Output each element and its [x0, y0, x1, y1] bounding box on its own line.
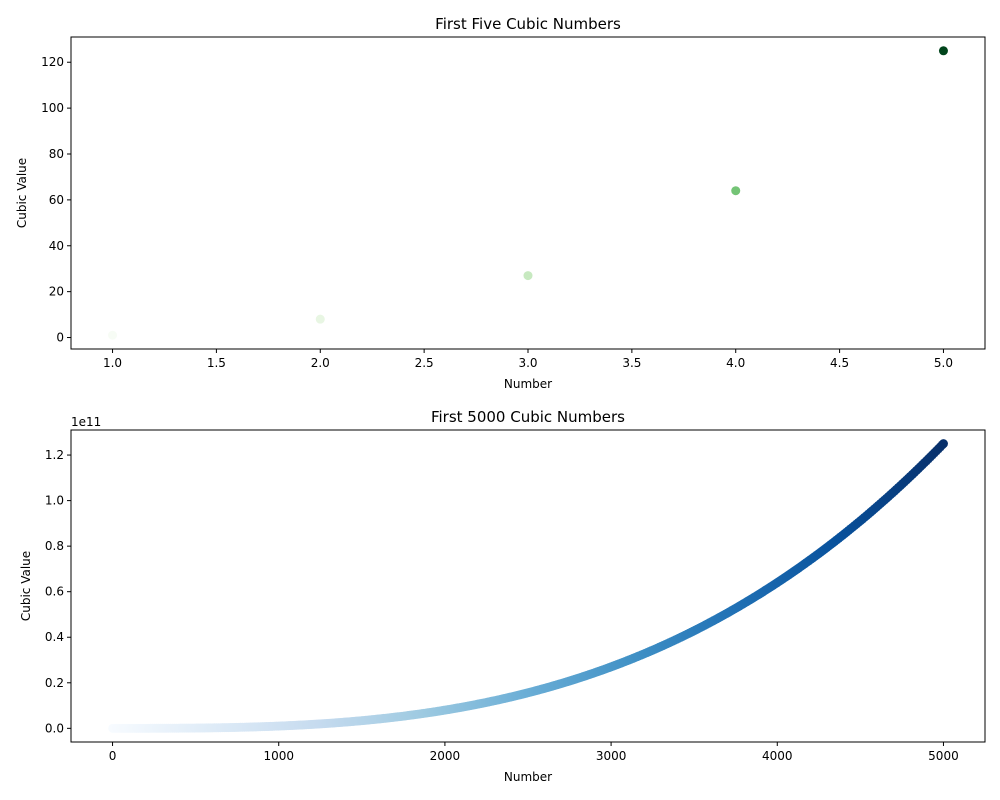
top-y-axis-label: Cubic Value	[15, 158, 29, 228]
bottom-scatter-point	[938, 439, 948, 449]
top-x-axis-ticks: 1.0 1.5 2.0 2.5 3.0 3.5 4.0 4.5 5.0	[103, 349, 953, 370]
top-chart-title: First Five Cubic Numbers	[435, 15, 621, 33]
bottom-y-axis-ticks: 0.0 0.2 0.4 0.6 0.8 1.0 1.2	[45, 448, 71, 735]
top-y-tick-label: 0	[56, 331, 64, 345]
top-y-tick-label: 60	[49, 193, 64, 207]
top-y-tick-label: 40	[49, 239, 64, 253]
bottom-y-offset-label: 1e11	[71, 415, 101, 429]
top-y-tick-label: 100	[41, 101, 64, 115]
bottom-x-tick-label: 3000	[596, 749, 627, 763]
top-x-tick-label: 4.0	[726, 356, 745, 370]
top-x-tick-label: 2.0	[311, 356, 330, 370]
bottom-y-tick-label: 0.2	[45, 676, 64, 690]
bottom-x-tick-label: 2000	[430, 749, 461, 763]
bottom-chart-title: First 5000 Cubic Numbers	[431, 408, 625, 426]
bottom-x-tick-label: 0	[109, 749, 117, 763]
bottom-scatter-points	[108, 439, 948, 733]
bottom-y-tick-label: 0.6	[45, 585, 64, 599]
top-scatter-point	[315, 314, 325, 324]
subplot-bottom: First 5000 Cubic Numbers 1e11 0 1000 2000 3…	[19, 408, 986, 784]
bottom-y-tick-label: 1.2	[45, 448, 64, 462]
top-y-tick-label: 120	[41, 55, 64, 69]
bottom-plot-frame	[70, 429, 986, 743]
top-x-axis-label: Number	[504, 377, 552, 391]
bottom-y-tick-label: 1.0	[45, 494, 64, 508]
subplot-top: First Five Cubic Numbers 1.0 1.5 2.0 2.5 3.0…	[15, 15, 986, 391]
top-scatter-point	[108, 330, 118, 340]
top-x-tick-label: 1.5	[207, 356, 226, 370]
bottom-x-tick-label: 5000	[928, 749, 959, 763]
bottom-x-tick-label: 4000	[762, 749, 793, 763]
bottom-x-tick-label: 1000	[263, 749, 294, 763]
top-y-tick-label: 80	[49, 147, 64, 161]
top-x-tick-label: 2.5	[415, 356, 434, 370]
top-x-tick-label: 3.0	[518, 356, 537, 370]
bottom-y-tick-label: 0.4	[45, 630, 64, 644]
top-scatter-point	[938, 46, 948, 56]
top-x-tick-label: 1.0	[103, 356, 122, 370]
top-x-tick-label: 5.0	[934, 356, 953, 370]
top-plot-frame	[70, 36, 986, 350]
top-y-tick-label: 20	[49, 285, 64, 299]
top-y-axis-ticks: 0 20 40 60 80 100 120	[41, 55, 71, 345]
top-x-tick-label: 4.5	[830, 356, 849, 370]
top-scatter-point	[731, 186, 741, 196]
top-scatter-points	[108, 46, 948, 340]
bottom-y-tick-label: 0.8	[45, 539, 64, 553]
bottom-x-axis-ticks: 0 1000 2000 3000 4000 5000	[109, 742, 959, 763]
top-x-tick-label: 3.5	[622, 356, 641, 370]
top-scatter-point	[523, 271, 533, 281]
bottom-y-tick-label: 0.0	[45, 721, 64, 735]
bottom-y-axis-label: Cubic Value	[19, 551, 33, 621]
bottom-x-axis-label: Number	[504, 770, 552, 784]
